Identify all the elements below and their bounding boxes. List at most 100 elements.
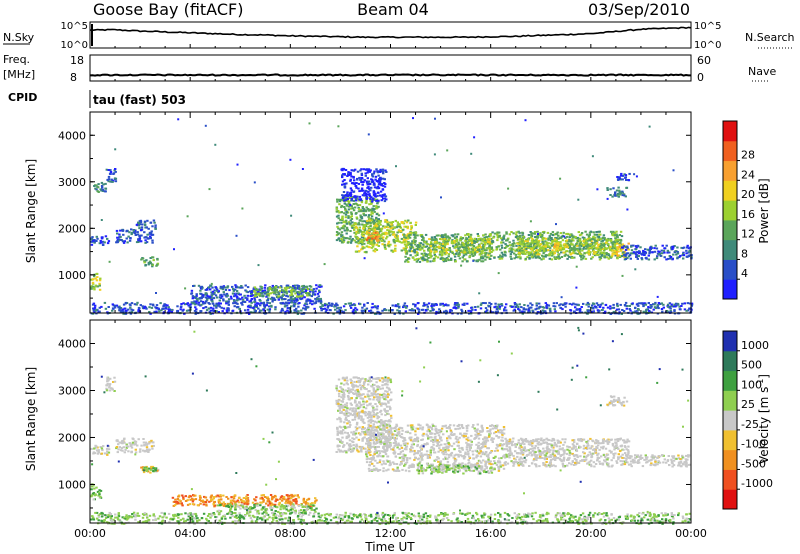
velocity-cell: [181, 504, 184, 507]
power-cell: [356, 245, 359, 248]
power-cell: [518, 234, 522, 237]
power-cell: [456, 233, 460, 236]
power-cell: [587, 303, 591, 306]
power-cell: [350, 197, 353, 200]
power-cell: [222, 298, 225, 301]
power-cell: [145, 226, 148, 229]
power-cell: [620, 172, 623, 175]
power-cell: [342, 305, 346, 308]
power-cell: [662, 303, 665, 306]
power-cell: [554, 243, 557, 246]
power-cell: [538, 253, 541, 256]
power-cell: [110, 178, 113, 181]
power-cell: [603, 238, 607, 241]
power-cell: [634, 306, 637, 309]
power-cell: [638, 250, 641, 253]
power-cell: [617, 195, 620, 198]
power-cell: [356, 178, 359, 181]
power-cell: [269, 297, 273, 300]
power-cell: [294, 288, 297, 291]
power-cell: [471, 248, 474, 251]
power-cell: [544, 240, 547, 243]
power-cell: [511, 243, 514, 246]
power-cell: [518, 309, 521, 312]
power-cell: [618, 177, 621, 180]
power-cell: [403, 240, 406, 243]
power-cell: [303, 304, 306, 307]
power-cell: [137, 308, 140, 311]
power-cell: [335, 231, 339, 233]
power-region-6: [140, 256, 160, 268]
power-cell: [360, 217, 364, 220]
power-cell: [554, 249, 557, 252]
power-cell: [676, 246, 679, 249]
power-cell: [379, 220, 382, 223]
power-cell: [365, 197, 368, 200]
power-cell: [370, 186, 373, 189]
power-cell: [157, 307, 160, 310]
power-cell: [354, 195, 357, 198]
power-region-9: [90, 301, 694, 315]
power-cell: [544, 302, 547, 305]
power-cell: [555, 233, 558, 236]
power-cell: [514, 253, 518, 256]
velocity-cell: [171, 496, 175, 499]
power-cell: [426, 308, 429, 311]
power-cell: [461, 256, 464, 259]
power-cell: [211, 293, 214, 296]
power-cell: [284, 298, 287, 301]
power-background: [90, 112, 691, 313]
power-cell: [119, 235, 122, 238]
power-cell: [676, 256, 679, 259]
power-cell: [358, 195, 362, 198]
power-cell: [518, 231, 521, 234]
power-cell: [295, 295, 299, 298]
power-cell: [504, 254, 507, 257]
power-cell: [130, 302, 134, 305]
power-cell: [346, 229, 349, 232]
velocity-cell: [282, 496, 286, 498]
power-cell: [365, 239, 369, 241]
power-cell: [335, 302, 338, 305]
power-cell: [557, 253, 560, 256]
power-cell: [335, 207, 338, 210]
power-speck: [253, 181, 256, 184]
power-cell: [147, 261, 150, 264]
power-cell: [360, 189, 363, 192]
power-cell: [472, 245, 476, 248]
power-cell: [453, 259, 457, 261]
power-cell: [666, 303, 670, 306]
velocity-cell: [259, 497, 262, 500]
power-cell: [374, 218, 378, 220]
power-cell: [343, 198, 346, 201]
power-cell: [102, 183, 105, 186]
power-cell: [133, 229, 137, 232]
power-cell: [484, 258, 487, 261]
power-cell: [94, 304, 97, 307]
power-cell: [537, 249, 540, 252]
power-cell: [483, 255, 487, 258]
velocity-cell: [102, 445, 105, 448]
power-cell: [580, 243, 584, 246]
power-cell: [380, 237, 383, 240]
power-cell: [538, 306, 541, 309]
power-cell: [215, 310, 218, 313]
power-colorbar-label: 8: [741, 247, 748, 260]
power-speck: [208, 188, 211, 191]
power-cell: [141, 223, 144, 226]
power-cell: [111, 307, 115, 310]
velocity-cell: [251, 501, 255, 504]
power-cell: [570, 249, 573, 251]
power-cell: [350, 199, 354, 202]
power-cell: [572, 239, 575, 242]
power-cell: [410, 309, 413, 312]
power-cell: [455, 240, 458, 243]
power-cell: [361, 194, 365, 197]
power-cell: [343, 206, 346, 208]
power-cell: [420, 252, 423, 255]
velocity-cell: [150, 445, 154, 448]
power-cell: [590, 311, 593, 313]
power-cell: [131, 309, 135, 312]
power-cell: [683, 308, 687, 311]
power-cell: [598, 236, 601, 239]
